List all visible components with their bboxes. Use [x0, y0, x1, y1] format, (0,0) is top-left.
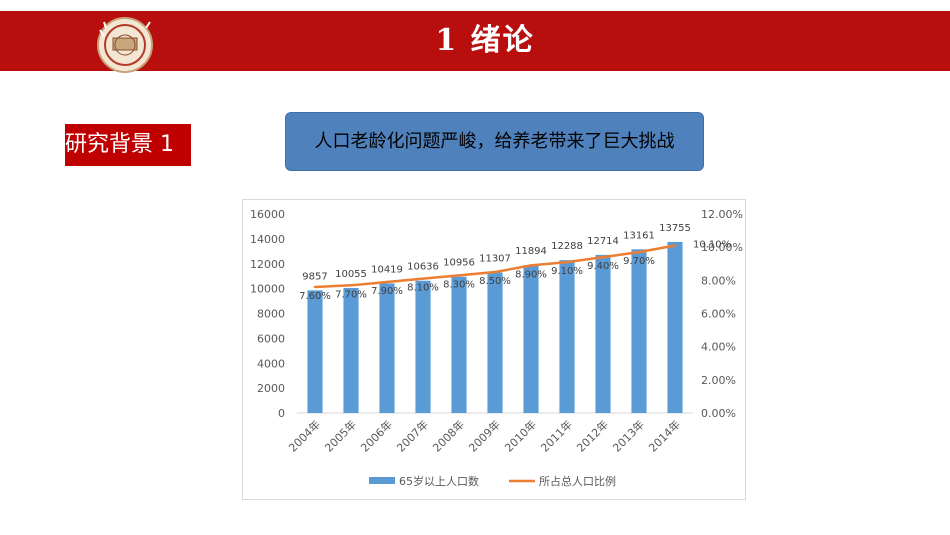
x-tick-label: 2007年	[394, 417, 431, 454]
bar-data-label: 11307	[479, 253, 511, 264]
x-tick-label: 2006年	[358, 417, 395, 454]
callout-banner: 人口老龄化问题严峻，给养老带来了巨大挑战	[285, 112, 704, 171]
y-right-tick-label: 4.00%	[701, 341, 736, 354]
x-tick-label: 2014年	[646, 417, 683, 454]
line-point	[565, 260, 569, 264]
bar-data-label: 13161	[623, 230, 655, 241]
bar-data-label: 10956	[443, 258, 475, 269]
y-right-tick-label: 8.00%	[701, 274, 736, 287]
line-data-label: 8.90%	[515, 269, 547, 280]
line-point	[601, 255, 605, 259]
line-point	[421, 277, 425, 280]
line-data-label: 10.10%	[693, 240, 731, 251]
university-seal-icon	[97, 17, 153, 73]
chart-frame: 0 2000 4000 6000 8000 10000 12000 14000 16000 0.0…	[242, 199, 746, 500]
line-point	[673, 244, 677, 247]
line-data-label: 7.90%	[371, 286, 403, 297]
x-tick-label: 2009年	[466, 417, 503, 454]
line-data-label: 9.40%	[587, 261, 619, 272]
y-left-tick-label: 4000	[257, 357, 285, 370]
x-tick-label: 2008年	[430, 417, 467, 454]
line-data-label: 7.70%	[335, 289, 367, 300]
y-left-tick-label: 12000	[250, 258, 285, 271]
line-point	[313, 285, 317, 289]
bar	[523, 265, 539, 413]
y-right-tick-label: 12.00%	[701, 208, 743, 221]
bar-data-label: 9857	[302, 271, 327, 282]
x-tick-label: 2005年	[322, 417, 359, 454]
line-data-label: 7.60%	[299, 291, 331, 302]
bar	[379, 283, 395, 413]
y-right-tick-label: 10.00%	[701, 241, 743, 254]
x-tick-label: 2013年	[610, 417, 647, 454]
x-tick-label: 2010年	[502, 417, 539, 454]
bar	[559, 260, 575, 413]
chart-canvas: 0 2000 4000 6000 8000 10000 12000 14000 16000 0.0…	[250, 208, 743, 488]
legend-swatch-bars	[369, 477, 395, 484]
bar-data-label: 11894	[515, 246, 547, 257]
line-data-label: 8.50%	[479, 276, 511, 287]
y-right-tick-label: 2.00%	[701, 374, 736, 387]
line-point	[493, 270, 497, 274]
line-point	[457, 274, 461, 277]
x-tick-label: 2004年	[286, 417, 323, 454]
legend-label-bars: 65岁以上人口数	[399, 474, 479, 488]
bar-data-label: 10419	[371, 264, 403, 275]
bar-data-label: 12288	[551, 241, 583, 252]
y-left-tick-label: 8000	[257, 308, 285, 321]
bar	[631, 249, 647, 413]
y-left-tick-label: 14000	[250, 233, 285, 246]
bar-data-label: 13755	[659, 223, 691, 234]
bar-data-label: 12714	[587, 236, 619, 247]
line-data-label: 8.30%	[443, 279, 475, 290]
bar	[595, 254, 611, 413]
bar	[415, 280, 431, 413]
header-band	[0, 11, 950, 71]
page-title: 1 绪论	[435, 23, 535, 58]
line-data-label: 8.10%	[407, 283, 439, 294]
bar	[667, 241, 683, 413]
y-left-tick-label: 2000	[257, 382, 285, 395]
line-point	[349, 284, 353, 287]
bar	[307, 290, 323, 413]
bar	[451, 276, 467, 413]
bar	[343, 287, 359, 413]
line-point	[529, 264, 533, 267]
y-left-tick-label: 6000	[257, 332, 285, 345]
line-data-label: 9.10%	[551, 266, 583, 277]
y-left-tick-label: 16000	[250, 208, 285, 221]
line-point	[637, 250, 641, 254]
section-label: 研究背景 1	[65, 124, 191, 166]
bar-data-label: 10636	[407, 262, 439, 273]
y-right-tick-label: 6.00%	[701, 308, 736, 321]
line-data-label: 9.70%	[623, 256, 655, 267]
y-left-tick-label: 10000	[250, 283, 285, 296]
x-tick-label: 2012年	[574, 417, 611, 454]
x-tick-label: 2011年	[538, 417, 575, 454]
bar	[487, 272, 503, 413]
legend-label-line: 所占总人口比例	[539, 474, 616, 488]
y-right-tick-label: 0.00%	[701, 407, 736, 420]
bar-data-label: 10055	[335, 269, 367, 280]
y-left-tick-label: 0	[278, 407, 285, 420]
line-point	[385, 280, 389, 284]
